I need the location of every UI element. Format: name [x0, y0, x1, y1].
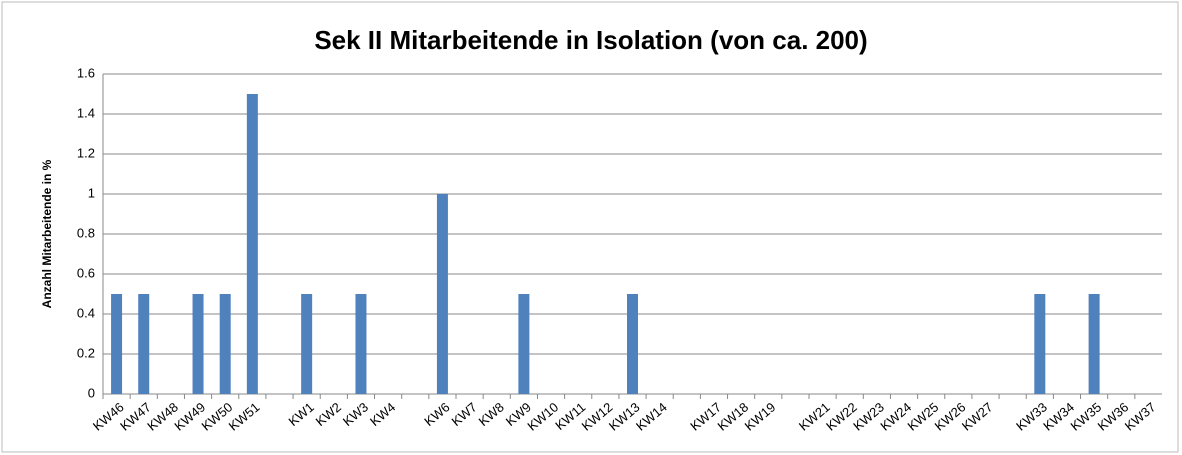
y-tick-label: 0.4 [77, 305, 95, 320]
y-tick-label: 0.8 [77, 225, 95, 240]
y-tick-label: 0.2 [77, 345, 95, 360]
bar [355, 294, 367, 394]
bar [1034, 294, 1046, 394]
chart-title: Sek II Mitarbeitende in Isolation (von c… [314, 25, 867, 55]
y-tick-label: 1.2 [77, 145, 95, 160]
y-tick-label: 1 [88, 185, 95, 200]
bar [1088, 294, 1100, 394]
bar [138, 294, 150, 394]
bar [111, 294, 123, 394]
y-tick-label: 1.4 [77, 105, 95, 120]
y-tick-label: 0 [88, 385, 95, 400]
bar [192, 294, 204, 394]
bar [436, 194, 448, 394]
y-tick-label: 0.6 [77, 265, 95, 280]
bar [627, 294, 638, 394]
bar [301, 294, 313, 394]
bar [219, 294, 231, 394]
bar [246, 94, 258, 394]
bar [518, 294, 530, 394]
y-axis-label: Anzahl Mitarbeitende in % [40, 159, 54, 308]
y-tick-label: 1.6 [77, 65, 95, 80]
